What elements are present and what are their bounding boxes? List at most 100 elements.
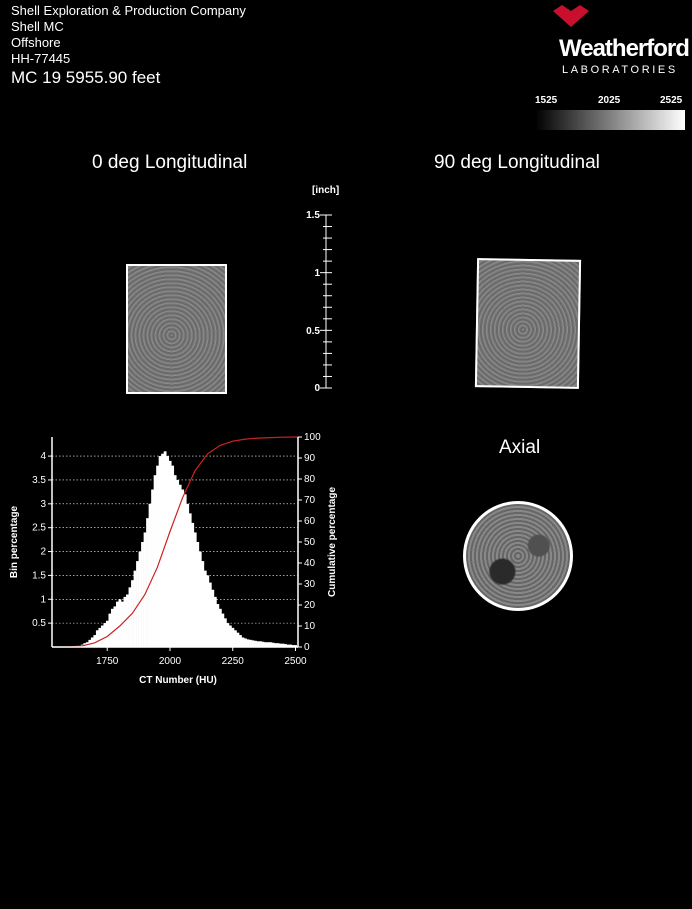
histogram-bar (151, 489, 154, 647)
histogram-bar (216, 604, 220, 647)
histogram-bar (188, 513, 192, 647)
scale-tick-label-1.5: 1.5 (306, 210, 320, 221)
histogram-bar (231, 627, 235, 647)
x-tick-label: 2250 (222, 656, 245, 667)
histogram-bar (208, 582, 212, 647)
histogram-bar (211, 589, 215, 647)
histogram-bar (108, 613, 112, 647)
histogram-bar (206, 575, 210, 647)
histogram-bar (191, 522, 195, 647)
histogram-bar (171, 465, 175, 647)
histogram-bar (90, 637, 94, 647)
histogram-bar (244, 638, 247, 647)
histogram-bar (279, 643, 282, 647)
histogram-bar (118, 599, 122, 647)
histogram-bar (128, 587, 132, 647)
histogram-bar (251, 640, 255, 647)
histogram-bar (148, 503, 152, 647)
y-tick-label: 1.5 (32, 570, 46, 581)
histogram-bar (256, 641, 260, 647)
y2-tick-label: 80 (304, 474, 316, 485)
histogram-bar (166, 456, 170, 647)
field-name: Shell MC (11, 19, 64, 34)
title-0deg-longitudinal: 0 deg Longitudinal (92, 152, 248, 173)
histogram-bar (193, 532, 197, 647)
histogram-bar (100, 625, 104, 647)
histogram-bar (239, 635, 242, 647)
title-90deg-longitudinal: 90 deg Longitudinal (434, 152, 600, 173)
histogram-bar (173, 475, 177, 647)
company-name: Shell Exploration & Production Company (11, 3, 246, 18)
histogram-bar (163, 451, 167, 647)
histogram-bar (281, 643, 285, 647)
histogram-bar (93, 635, 97, 647)
histogram-bar (126, 594, 129, 647)
histogram-bar (221, 613, 225, 647)
histogram-bar (289, 644, 293, 647)
ct-scale-label-mid: 2025 (598, 95, 621, 106)
histogram-bar (123, 596, 127, 647)
histogram-bar (233, 630, 237, 647)
histogram-bar (105, 620, 109, 647)
histogram-bar (136, 561, 139, 647)
histogram-bar (236, 632, 240, 647)
histogram-bar (249, 639, 252, 647)
histogram-bar (198, 551, 202, 647)
core-image-90deg (474, 258, 582, 389)
histogram-bar (254, 640, 257, 647)
histogram-bar (274, 643, 277, 647)
y2-tick-label: 60 (304, 516, 316, 527)
y2-tick-label: 70 (304, 495, 316, 506)
histogram-bar (161, 453, 165, 647)
histogram-bar (259, 641, 262, 647)
ct-scale-label-min: 1525 (535, 95, 558, 106)
core-image-axial (463, 501, 573, 611)
ct-histogram-chart: 0.511.522.533.54010203040506070809010017… (9, 432, 338, 686)
histogram-bar (113, 606, 117, 647)
histogram-bar (201, 561, 205, 647)
y-tick-label: 3 (40, 499, 46, 510)
histogram-bar (98, 627, 102, 647)
y-axis-label: Bin percentage (9, 505, 20, 578)
scale-unit: [inch] (312, 185, 339, 196)
histogram-bar (153, 475, 157, 647)
histogram-bar (291, 645, 295, 647)
x-tick-label: 2500 (284, 656, 307, 667)
y-tick-label: 1 (40, 594, 46, 605)
y-tick-label: 2 (40, 547, 46, 558)
histogram-bar (246, 639, 250, 647)
histogram-bar (223, 618, 227, 647)
histogram-bar (276, 643, 280, 647)
histogram-bar (183, 494, 187, 647)
histogram-bar (266, 642, 270, 647)
histogram-bar (181, 489, 185, 647)
histogram-bar (264, 642, 267, 647)
y-tick-label: 4 (40, 451, 46, 462)
x-axis-label: CT Number (HU) (139, 675, 217, 686)
ct-scale-label-max: 2525 (660, 95, 683, 106)
histogram-bar (138, 551, 142, 647)
scale-tick-label-1: 1 (314, 268, 320, 279)
y2-tick-label: 90 (304, 453, 316, 464)
histogram-bar (143, 532, 147, 647)
histogram-bar (271, 642, 275, 647)
histogram-bar (158, 456, 162, 647)
y2-axis-label: Cumulative percentage (327, 487, 338, 597)
y2-tick-label: 0 (304, 642, 310, 653)
y2-tick-label: 40 (304, 558, 316, 569)
histogram-bar (226, 623, 230, 647)
scale-tick-label-0: 0 (314, 383, 320, 394)
histogram-bar (218, 608, 222, 647)
y2-tick-label: 30 (304, 579, 316, 590)
y-tick-label: 0.5 (32, 618, 46, 629)
histogram-bar (228, 625, 232, 647)
logo-sub: LABORATORIES (562, 64, 678, 76)
inch-scale-bar: [inch] 0 0.5 1 1.5 (306, 185, 339, 394)
histogram-bar (269, 642, 272, 647)
histogram-bar (110, 608, 114, 647)
title-axial: Axial (499, 437, 541, 458)
histogram-bar (141, 542, 144, 647)
core-image-0deg (126, 264, 227, 394)
ct-scale-gradient (535, 110, 685, 130)
histogram-bar (284, 644, 288, 647)
